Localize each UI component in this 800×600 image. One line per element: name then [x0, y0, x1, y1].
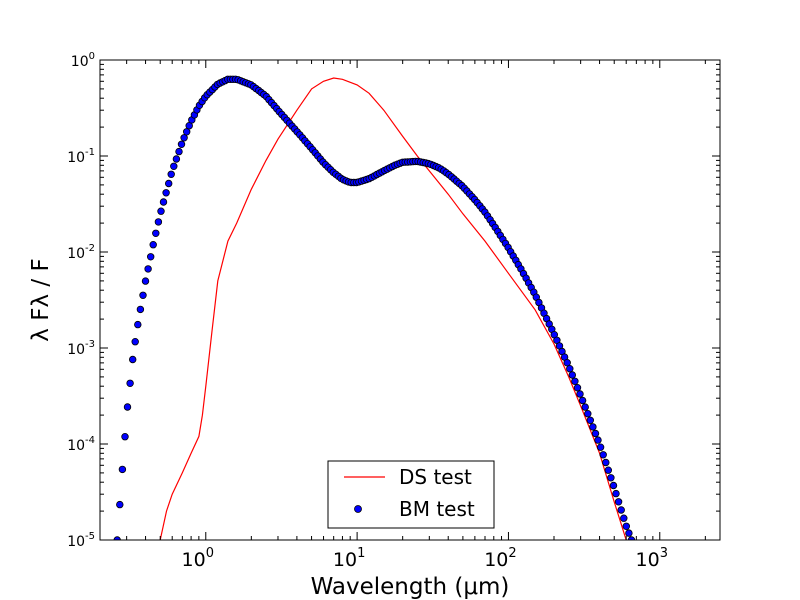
- series-point-1: [620, 514, 628, 522]
- series-point-1: [152, 229, 160, 237]
- legend-label-bm: BM test: [399, 497, 475, 521]
- series-point-1: [136, 305, 145, 314]
- series-point-1: [614, 498, 623, 506]
- series-point-1: [604, 466, 612, 474]
- series-point-1: [589, 423, 597, 431]
- series-point-1: [591, 429, 600, 438]
- series-point-1: [177, 140, 186, 148]
- series-point-1: [617, 506, 625, 514]
- series-point-1: [571, 377, 579, 385]
- series-point-1: [573, 384, 582, 392]
- series-point-1: [584, 410, 592, 418]
- x-tick-label: 103: [636, 546, 668, 571]
- y-tick-label: 10-3: [67, 339, 95, 358]
- series-point-1: [599, 451, 607, 459]
- series-point-1: [175, 147, 183, 156]
- legend-label-ds: DS test: [399, 465, 472, 489]
- series-point-1: [154, 218, 163, 226]
- series-point-1: [578, 396, 587, 405]
- axes-frame: [99, 59, 721, 541]
- y-tick-label: 10-1: [67, 147, 95, 166]
- series-point-1: [586, 416, 594, 424]
- y-tick-label: 10-4: [67, 435, 95, 454]
- series-point-1: [113, 536, 121, 540]
- series-point-1: [612, 489, 620, 498]
- series-point-1: [139, 291, 147, 299]
- axis-ticks: 100 101 102 103 100 10-1 10-2 10-3 10-4 10-5: [67, 51, 720, 571]
- series-point-1: [141, 277, 150, 285]
- series-point-1: [566, 365, 574, 373]
- y-tick-label: 100: [71, 51, 95, 70]
- series-point-1: [131, 338, 139, 346]
- series-point-1: [134, 320, 142, 329]
- series-point-1: [157, 207, 165, 215]
- x-axis-label: Wavelength (μm): [311, 574, 510, 600]
- series-point-1: [594, 436, 602, 444]
- series-point-1: [602, 458, 610, 467]
- x-tick-label: 100: [182, 546, 214, 571]
- x-tick-label: 101: [333, 546, 365, 571]
- series-point-1: [609, 481, 618, 490]
- legend-dot-marker: [354, 505, 362, 513]
- series-point-1: [625, 529, 633, 537]
- series-point-1: [164, 179, 173, 188]
- series-point-1: [581, 403, 589, 411]
- y-tick-label: 10-2: [67, 243, 95, 262]
- y-axis-label: λ Fλ / F: [28, 258, 54, 341]
- series-point-1: [563, 359, 571, 367]
- series-point-1: [172, 155, 181, 163]
- series-point-1: [116, 500, 124, 509]
- series-point-1: [149, 240, 157, 249]
- series-point-1: [159, 198, 168, 206]
- legend-box: [327, 460, 495, 529]
- series-point-1: [576, 390, 584, 398]
- series-point-1: [167, 170, 175, 178]
- series-line-0: [159, 77, 627, 540]
- series-point-1: [123, 403, 132, 411]
- series-point-1: [596, 443, 605, 451]
- series-point-1: [128, 355, 137, 364]
- legend: DS test BM test: [327, 460, 495, 529]
- series-point-1: [126, 379, 134, 387]
- series-point-1: [121, 433, 129, 441]
- series-point-1: [180, 134, 188, 142]
- x-tick-label: 102: [484, 546, 516, 571]
- series-point-1: [144, 265, 152, 273]
- y-tick-label: 10-5: [67, 531, 95, 550]
- series-point-1: [622, 522, 630, 530]
- series-point-1: [146, 253, 155, 261]
- series-point-1: [627, 536, 636, 540]
- series-point-1: [170, 162, 178, 170]
- plot-area: [113, 75, 636, 540]
- series-point-1: [118, 465, 127, 474]
- series-point-1: [607, 474, 615, 482]
- series-point-1: [182, 128, 191, 136]
- series-point-1: [162, 189, 170, 197]
- series-point-1: [568, 371, 576, 379]
